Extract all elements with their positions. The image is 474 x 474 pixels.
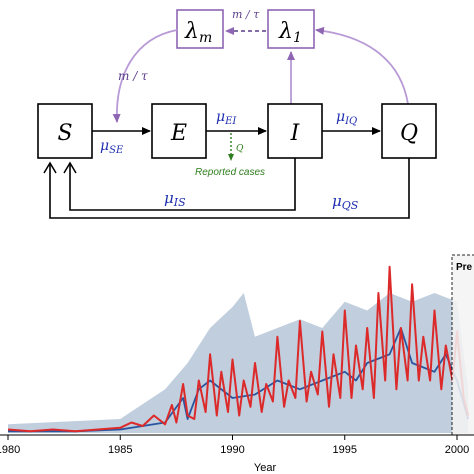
top-m-tau-label: m / τ: [232, 8, 260, 21]
series-band: [8, 293, 469, 433]
lambda-m-box: λm: [176, 9, 224, 49]
q-label: Q: [236, 144, 244, 154]
mu-qs-label: μQS: [332, 192, 359, 212]
q-to-s-return-arrow: [43, 158, 410, 219]
x-axis-ticks: 1980 1985 1990 1995 2000: [0, 435, 469, 456]
svg-text:S: S: [57, 121, 72, 146]
series-layer: [7, 265, 470, 433]
x-tick-label: 1995: [333, 444, 357, 456]
x-tick-label: 1990: [220, 444, 244, 456]
svg-text:E: E: [170, 121, 187, 146]
lambda-1-label: λ1: [278, 19, 302, 46]
quarantine-to-lambda-arc: [315, 26, 409, 105]
x-axis-label: Year: [254, 462, 277, 474]
mu-ei-label: μEI: [216, 109, 237, 127]
i-to-s-return-arrow: [63, 158, 296, 211]
left-m-tau-label: m / τ: [118, 69, 148, 83]
mu-se-label: μSE: [100, 138, 124, 156]
x-tick-label: 2000: [445, 444, 469, 456]
compartment-e: E: [151, 103, 207, 159]
compartment-i: I: [267, 103, 323, 159]
svg-text:Q: Q: [400, 121, 418, 146]
time-series-chart: Pre 1980 1985 1990 1995 2000 Year: [0, 254, 474, 474]
force-of-infection-arc: [112, 29, 178, 123]
series-red-line: [7, 265, 470, 433]
reported-cases-label: Reported cases: [195, 167, 265, 178]
x-tick-label: 1980: [0, 444, 20, 456]
x-tick-label: 1985: [108, 444, 132, 456]
mu-is-label: μIS: [164, 189, 186, 209]
compartment-q: Q: [381, 103, 437, 159]
prediction-region: [451, 254, 474, 436]
lambda-1-box: λ1: [267, 9, 315, 49]
mu-iq-label: μIQ: [336, 109, 357, 127]
lambda-m-label: λm: [184, 19, 212, 46]
compartment-diagram: λm λ1 m / τ m / τ S E I Q: [37, 8, 437, 219]
compartment-s: S: [37, 103, 93, 159]
svg-text:I: I: [290, 121, 301, 146]
prediction-label: Pre: [456, 262, 473, 273]
